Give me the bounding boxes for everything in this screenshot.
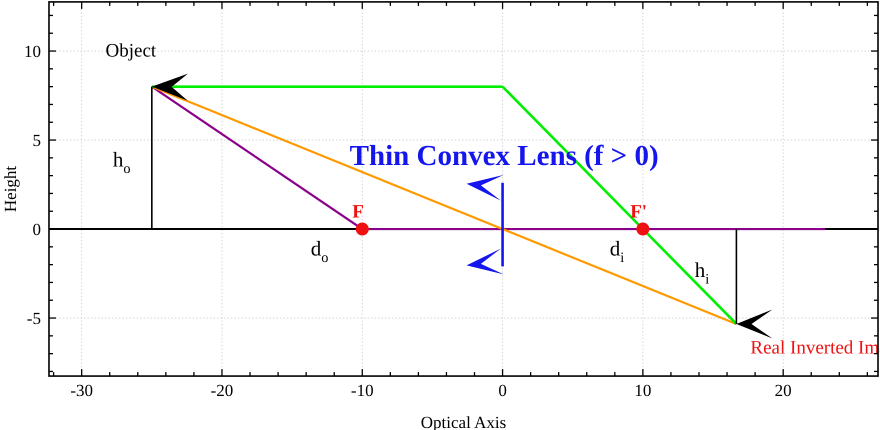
svg-text:-10: -10 <box>351 381 374 400</box>
svg-text:-5: -5 <box>27 309 41 328</box>
svg-text:10: 10 <box>634 381 651 400</box>
svg-text:10: 10 <box>24 42 41 61</box>
svg-text:Real Inverted Image: Real Inverted Image <box>750 338 880 359</box>
svg-text:F': F' <box>630 201 647 222</box>
svg-text:Optical Axis: Optical Axis <box>421 413 506 430</box>
svg-text:0: 0 <box>32 220 41 239</box>
svg-text:F: F <box>352 201 364 222</box>
svg-text:-30: -30 <box>70 381 93 400</box>
svg-text:-20: -20 <box>211 381 234 400</box>
svg-text:Object: Object <box>106 40 157 61</box>
svg-text:5: 5 <box>32 131 41 150</box>
svg-text:Height: Height <box>1 166 20 213</box>
svg-text:20: 20 <box>775 381 792 400</box>
svg-text:0: 0 <box>498 381 507 400</box>
svg-text:Thin Convex Lens (f > 0): Thin Convex Lens (f > 0) <box>350 140 659 172</box>
